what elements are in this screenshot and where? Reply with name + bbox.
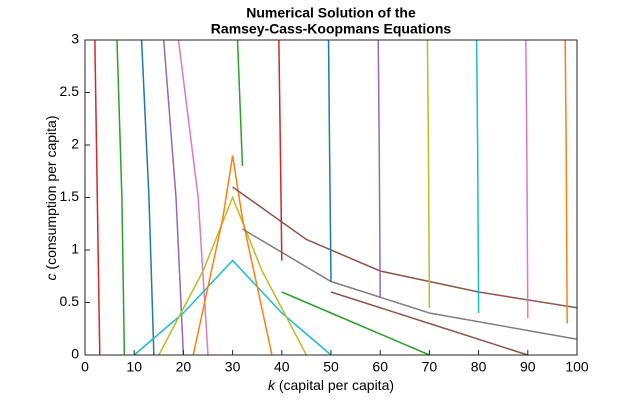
y-tick-label: 0 [71, 346, 79, 362]
y-axis-label: c (consumption per capita) [43, 116, 59, 281]
y-tick-label: 2.5 [60, 83, 80, 99]
x-tick-label: 0 [81, 359, 89, 375]
y-tick-label: 0.5 [60, 293, 80, 309]
plot-frame [84, 39, 578, 356]
trajectory [94, 39, 101, 356]
trajectory [475, 39, 480, 314]
x-tick-label: 10 [126, 359, 142, 375]
y-tick-label: 2 [71, 136, 79, 152]
chart-title: Ramsey-Cass-Koopmans Equations [211, 21, 452, 37]
x-tick-label: 50 [323, 359, 339, 375]
y-tick-label: 3 [71, 31, 79, 47]
x-axis-label: k (capital per capita) [268, 377, 394, 393]
trajectory [192, 155, 273, 356]
x-tick-label: 40 [274, 359, 290, 375]
trajectory [281, 291, 430, 356]
x-tick-label: 90 [520, 359, 536, 375]
x-tick-label: 80 [471, 359, 487, 375]
x-tick-label: 70 [422, 359, 438, 375]
trajectory [232, 186, 578, 309]
x-tick-label: 100 [565, 359, 589, 375]
trajectory [236, 39, 244, 167]
trajectory [278, 39, 283, 261]
y-tick-label: 1 [71, 241, 79, 257]
chart-title: Numerical Solution of the [246, 5, 416, 21]
x-tick-label: 30 [225, 359, 241, 375]
trajectory [158, 195, 308, 356]
trajectory [116, 39, 126, 356]
trajectory [330, 291, 529, 356]
y-label-text: (consumption per capita) [43, 116, 59, 270]
trajectory [377, 39, 381, 298]
x-tick-label: 60 [372, 359, 388, 375]
trajectory [564, 39, 568, 324]
trajectory [525, 39, 529, 319]
trajectory [162, 39, 185, 356]
x-tick-label: 20 [176, 359, 192, 375]
trajectory [327, 39, 332, 282]
x-label-text: (capital per capita) [279, 377, 394, 393]
y-tick-label: 1.5 [60, 188, 80, 204]
trajectory [133, 259, 332, 356]
y-label-symbol: c [43, 273, 59, 280]
trajectory [426, 39, 431, 308]
x-label-symbol: k [268, 377, 276, 393]
trajectory [140, 39, 155, 356]
